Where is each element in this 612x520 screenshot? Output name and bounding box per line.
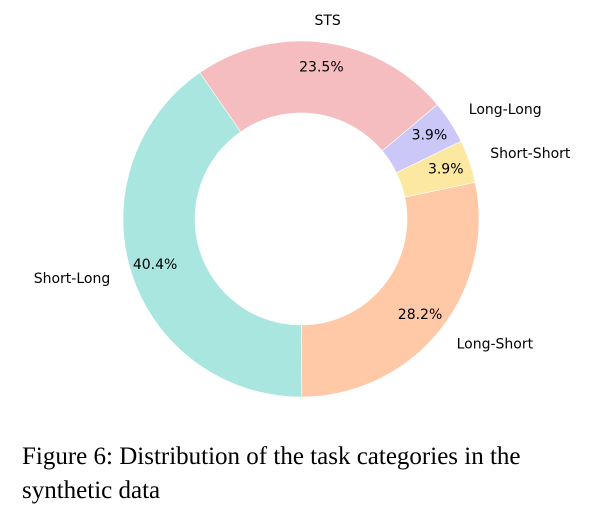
- donut-chart: 23.5% STS 40.4% Short-Long 28.2% Long-Short 3.…: [34, 13, 571, 398]
- slice-label-sts: STS: [314, 13, 340, 29]
- slice-label-short-short: Short-Short: [490, 146, 571, 162]
- slices-layer: [122, 40, 480, 398]
- slice-short-long: [122, 72, 303, 398]
- pct-label-sts: 23.5%: [299, 59, 343, 75]
- slice-label-long-short: Long-Short: [457, 337, 534, 353]
- pct-label-short-long: 40.4%: [133, 257, 177, 273]
- labels-layer: 23.5% STS 40.4% Short-Long 28.2% Long-Short 3.…: [34, 13, 571, 353]
- pct-label-long-short: 28.2%: [398, 307, 442, 323]
- slice-sts: [199, 40, 438, 152]
- slice-long-long: [381, 104, 462, 174]
- slice-long-short: [301, 181, 480, 398]
- pct-label-long-long: 3.9%: [412, 128, 448, 144]
- pct-label-short-short: 3.9%: [428, 161, 464, 177]
- slice-label-short-long: Short-Long: [34, 271, 111, 287]
- slice-label-long-long: Long-Long: [469, 102, 542, 118]
- figure-caption: Figure 6: Distribution of the task categ…: [22, 443, 521, 504]
